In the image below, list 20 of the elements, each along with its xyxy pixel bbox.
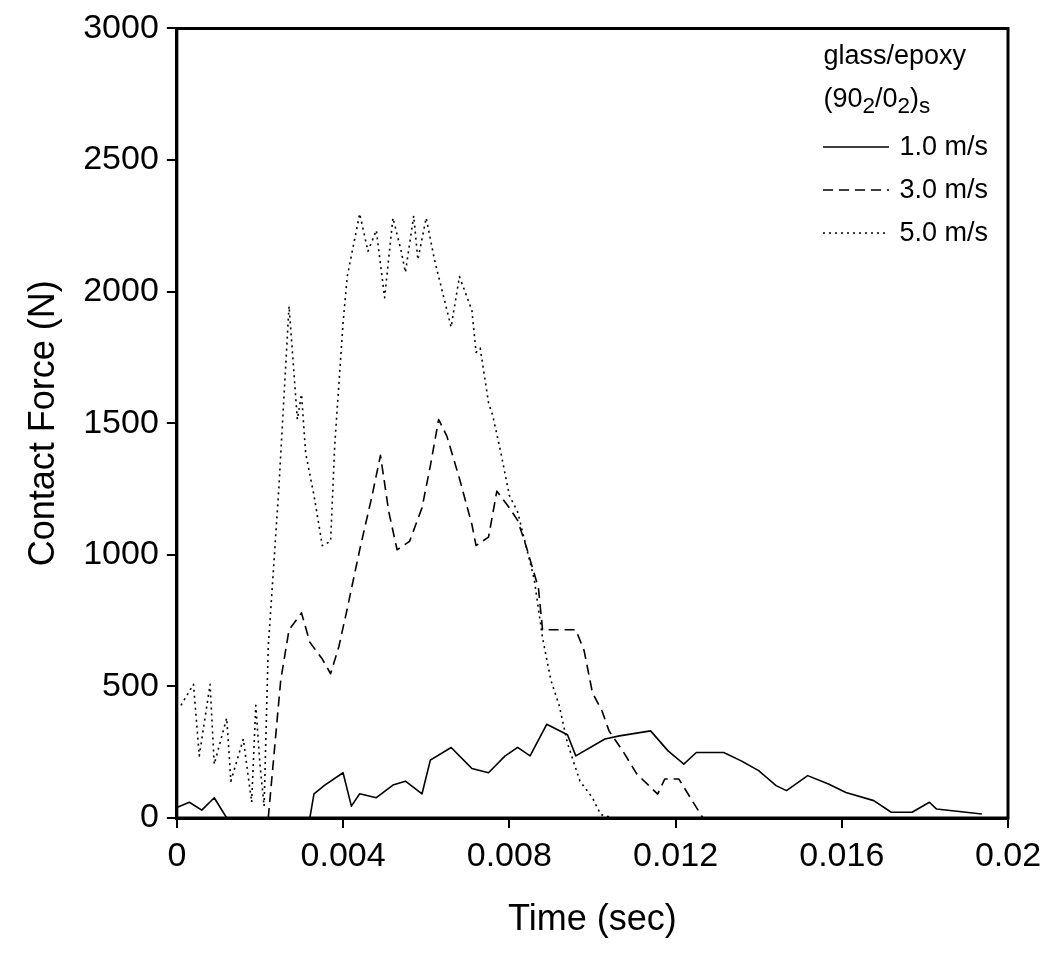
x-axis-title: Time (sec) [508,897,677,939]
annotation: (90$_{2}$/0$_{2}$)$_{s}$ [823,83,932,120]
y-tick-label: 500 [102,664,159,703]
legend-label: 1.0 m/s [899,131,988,163]
y-tick-label: 1000 [83,533,159,572]
legend-label: 5.0 m/s [899,217,988,249]
y-tick-label: 2500 [83,138,159,177]
y-tick-label: 3000 [83,6,159,45]
x-tick-label: 0 [167,834,187,873]
legend-label: 3.0 m/s [899,174,988,206]
y-axis-title: Contact Force (N) [20,280,62,567]
legend-title: glass/epoxy [823,40,968,71]
x-tick-label: 0.02 [974,834,1042,873]
x-tick-label: 0.012 [632,834,719,873]
x-tick-label: 0.016 [799,834,885,873]
y-tick-label: 0 [139,796,159,835]
x-tick-label: 0.008 [466,834,552,873]
y-tick-label: 1500 [83,401,159,440]
y-tick-label: 2000 [83,269,159,308]
x-tick-label: 0.004 [300,834,386,873]
